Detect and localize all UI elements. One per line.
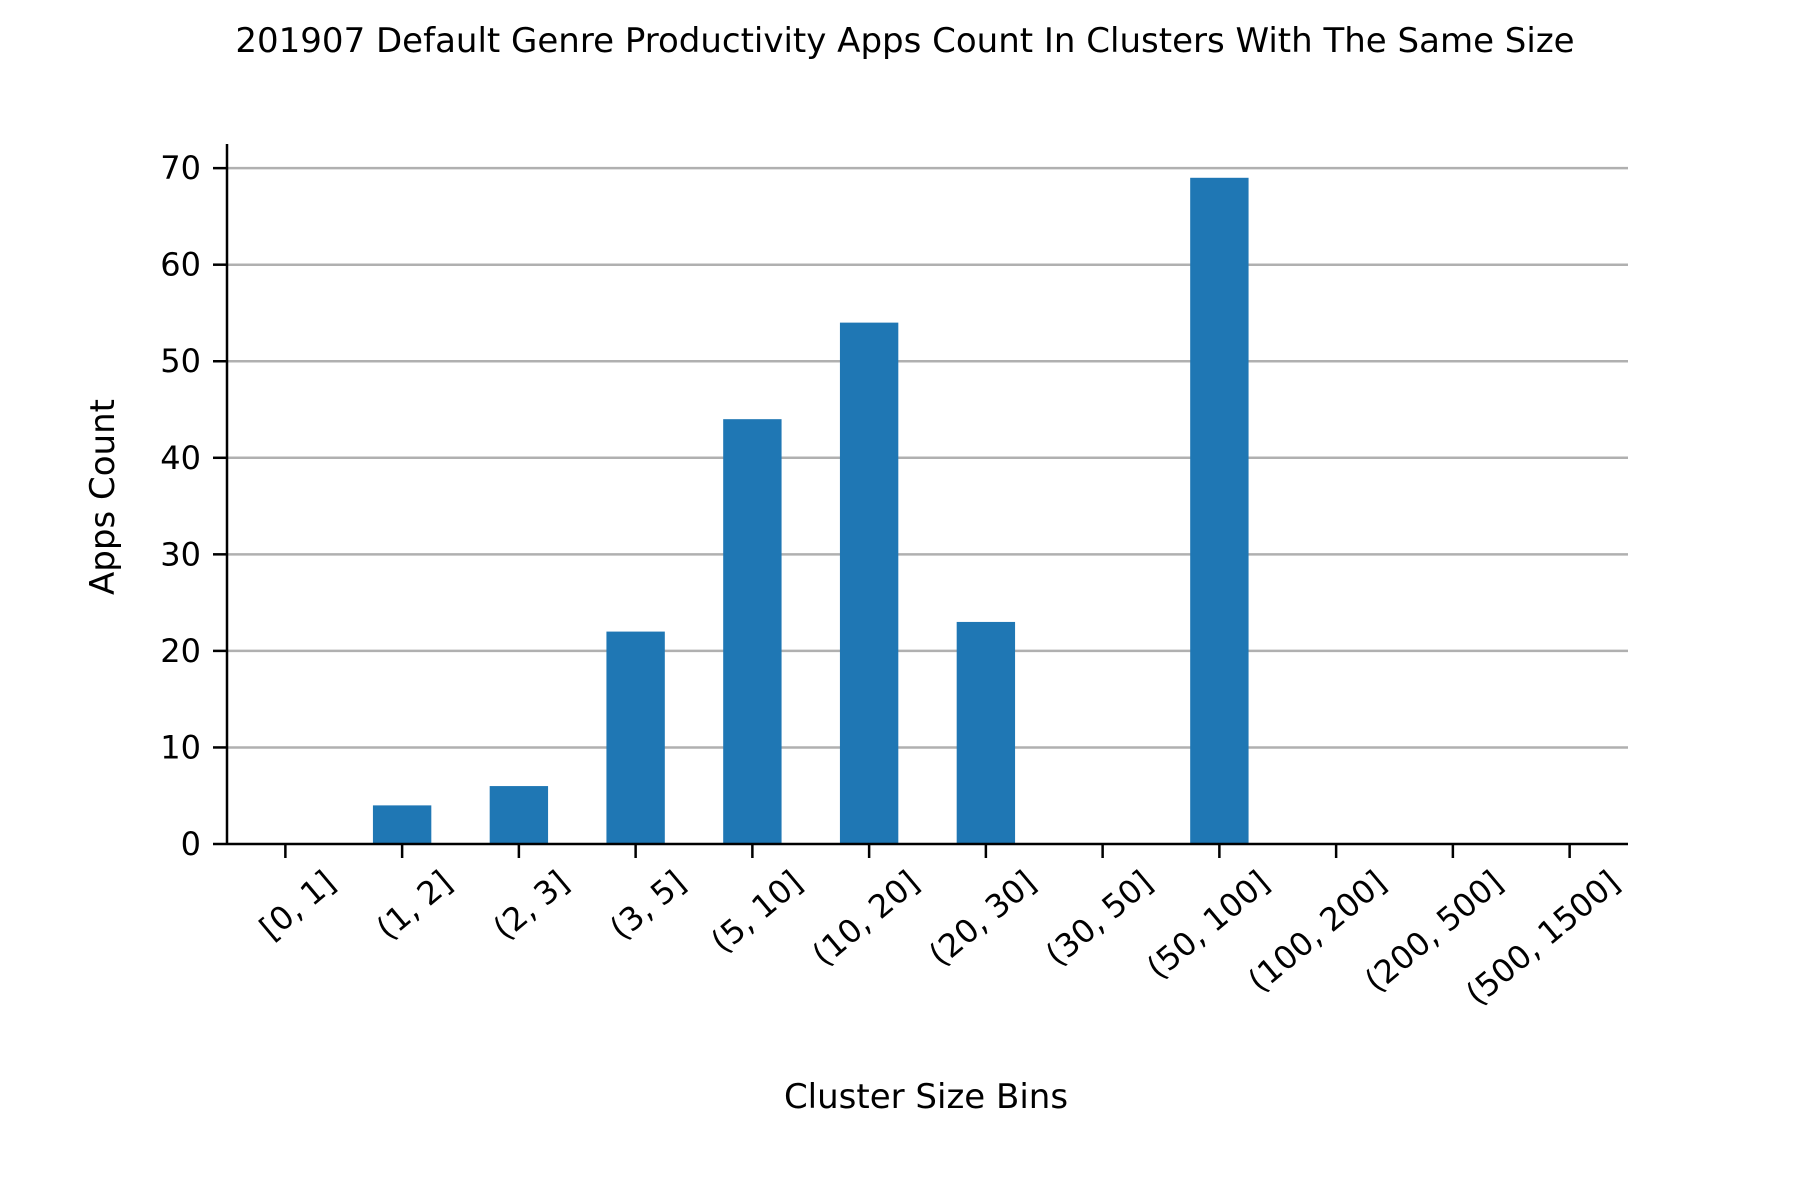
grid-layer bbox=[227, 166, 1628, 749]
bar-8 bbox=[1190, 177, 1249, 845]
x-tick-label: [0, 1] bbox=[252, 863, 342, 947]
bar-3 bbox=[606, 631, 665, 844]
x-tick-layer: [0, 1] (1, 2] (2, 3] (3, 5] (5, 10](10, 20](… bbox=[252, 844, 1627, 1013]
bar-2 bbox=[489, 786, 549, 844]
y-tick-label: 10 bbox=[160, 728, 201, 766]
x-tick-label: (10, 20] bbox=[805, 863, 927, 974]
x-tick-label: (2, 3] bbox=[486, 863, 576, 947]
y-tick-label: 70 bbox=[160, 149, 201, 187]
x-tick-label: (5, 10] bbox=[704, 863, 810, 960]
bar-5 bbox=[839, 322, 899, 844]
bar-layer bbox=[372, 177, 1249, 845]
y-axis-label: Apps Count bbox=[83, 399, 123, 595]
bar-4 bbox=[723, 419, 782, 844]
y-tick-label: 40 bbox=[160, 439, 201, 477]
x-tick-label: (3, 5] bbox=[602, 863, 692, 947]
x-axis-label: Cluster Size Bins bbox=[784, 1077, 1068, 1117]
bar-1 bbox=[372, 805, 432, 844]
x-tick-label: (20, 30] bbox=[921, 863, 1043, 974]
y-tick-label: 0 bbox=[181, 825, 201, 863]
y-tick-label: 60 bbox=[160, 246, 201, 284]
x-tick-label: (1, 2] bbox=[369, 863, 459, 947]
bar-6 bbox=[956, 621, 1016, 844]
y-tick-label: 50 bbox=[160, 342, 201, 380]
y-tick-label: 30 bbox=[160, 535, 201, 573]
chart-title: 201907 Default Genre Productivity Apps C… bbox=[235, 21, 1574, 61]
y-tick-layer: 0 10 20 30 40 50 60 70 bbox=[160, 149, 227, 863]
y-tick-label: 20 bbox=[160, 632, 201, 670]
axis-layer bbox=[225, 144, 1628, 846]
